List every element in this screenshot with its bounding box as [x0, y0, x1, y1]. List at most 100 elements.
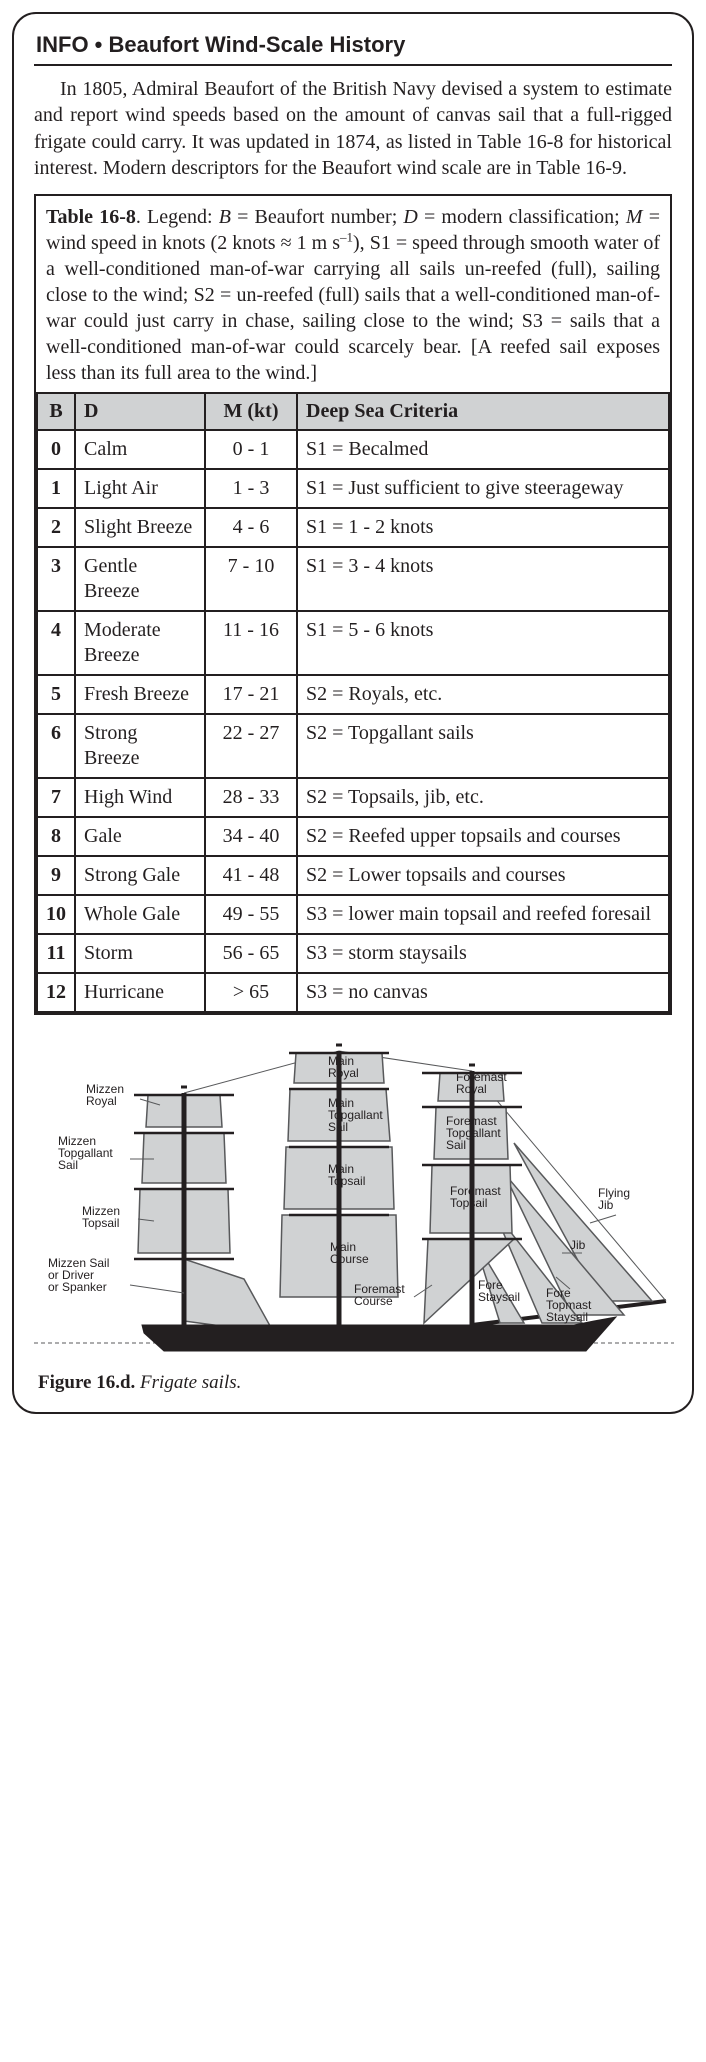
- table-cell: S2 = Topgallant sails: [297, 714, 669, 778]
- table-cell: 0 - 1: [205, 430, 297, 469]
- table-cell: 4: [37, 611, 75, 675]
- table-row: 0Calm0 - 1S1 = Becalmed: [37, 430, 669, 469]
- info-title: INFO • Beaufort Wind-Scale History: [36, 32, 405, 57]
- sail-label: or Spanker: [48, 1280, 107, 1294]
- table-cell: 17 - 21: [205, 675, 297, 714]
- table-cell: 22 - 27: [205, 714, 297, 778]
- mizzen-sail: [184, 1259, 274, 1333]
- table-cell: 5: [37, 675, 75, 714]
- table-header-row: B D M (kt) Deep Sea Criteria: [37, 393, 669, 430]
- table-cell: 12: [37, 973, 75, 1012]
- col-header-criteria: Deep Sea Criteria: [297, 393, 669, 430]
- table-cell: 2: [37, 508, 75, 547]
- table-row: 1Light Air1 - 3S1 = Just sufficient to g…: [37, 469, 669, 508]
- body-paragraph-text: In 1805, Admiral Beaufort of the British…: [34, 78, 672, 179]
- table-cell: Whole Gale: [75, 895, 205, 934]
- table-cell: S1 = Becalmed: [297, 430, 669, 469]
- info-title-bar: INFO • Beaufort Wind-Scale History: [34, 28, 672, 66]
- table-cell: S2 = Lower topsails and courses: [297, 856, 669, 895]
- table-cell: 9: [37, 856, 75, 895]
- table-cell: 3: [37, 547, 75, 611]
- table-cell: 1: [37, 469, 75, 508]
- table-cell: High Wind: [75, 778, 205, 817]
- table-cell: Strong Breeze: [75, 714, 205, 778]
- table-cell: S1 = 3 - 4 knots: [297, 547, 669, 611]
- table-cell: Strong Gale: [75, 856, 205, 895]
- col-header-M: M (kt): [205, 393, 297, 430]
- sail-label: Topsail: [82, 1216, 119, 1230]
- sail-label: Sail: [446, 1138, 466, 1152]
- table-cell: 7 - 10: [205, 547, 297, 611]
- table-16-8: Table 16-8. Legend: B = Beaufort number;…: [34, 194, 672, 1015]
- table-cell: Light Air: [75, 469, 205, 508]
- figure-caption: Figure 16.d. Frigate sails.: [34, 1370, 672, 1398]
- table-caption: Table 16-8. Legend: B = Beaufort number;…: [36, 196, 670, 392]
- table-cell: 11 - 16: [205, 611, 297, 675]
- table-cell: 49 - 55: [205, 895, 297, 934]
- sail-label: Royal: [328, 1066, 359, 1080]
- sail-label: Topsail: [328, 1174, 365, 1188]
- table-row: 7High Wind28 - 33S2 = Topsails, jib, etc…: [37, 778, 669, 817]
- sail-label: Royal: [456, 1082, 487, 1096]
- table-caption-label: Table 16-8: [46, 206, 136, 228]
- table-cell: 0: [37, 430, 75, 469]
- table-cell: 34 - 40: [205, 817, 297, 856]
- table-cell: Moderate Breeze: [75, 611, 205, 675]
- sail-label: Course: [330, 1252, 369, 1266]
- beaufort-table: B D M (kt) Deep Sea Criteria 0Calm0 - 1S…: [36, 392, 670, 1013]
- table-row: 12Hurricane> 65S3 = no canvas: [37, 973, 669, 1012]
- table-row: 9Strong Gale41 - 48S2 = Lower topsails a…: [37, 856, 669, 895]
- sail-label: Staysail: [546, 1310, 588, 1324]
- table-row: 4Moderate Breeze11 - 16S1 = 5 - 6 knots: [37, 611, 669, 675]
- table-cell: Storm: [75, 934, 205, 973]
- table-cell: 11: [37, 934, 75, 973]
- sail-label: Jib: [570, 1238, 586, 1252]
- table-cell: Calm: [75, 430, 205, 469]
- table-cell: S3 = storm staysails: [297, 934, 669, 973]
- sail-label: Topsail: [450, 1196, 487, 1210]
- info-box-frame: INFO • Beaufort Wind-Scale History In 18…: [12, 12, 694, 1414]
- sail-label: Royal: [86, 1094, 117, 1108]
- sail-label: Jib: [598, 1198, 614, 1212]
- table-cell: 56 - 65: [205, 934, 297, 973]
- sail-label: Staysail: [478, 1290, 520, 1304]
- table-cell: S1 = Just sufficient to give steerageway: [297, 469, 669, 508]
- table-cell: S3 = lower main topsail and reefed fores…: [297, 895, 669, 934]
- sail-label: Course: [354, 1294, 393, 1308]
- table-cell: S3 = no canvas: [297, 973, 669, 1012]
- table-cell: S2 = Topsails, jib, etc.: [297, 778, 669, 817]
- table-cell: S2 = Reefed upper topsails and courses: [297, 817, 669, 856]
- table-cell: 28 - 33: [205, 778, 297, 817]
- sail-label: Sail: [328, 1120, 348, 1134]
- table-cell: 7: [37, 778, 75, 817]
- table-row: 11Storm56 - 65S3 = storm staysails: [37, 934, 669, 973]
- table-cell: Gale: [75, 817, 205, 856]
- table-cell: 4 - 6: [205, 508, 297, 547]
- table-row: 2Slight Breeze4 - 6S1 = 1 - 2 knots: [37, 508, 669, 547]
- table-cell: 8: [37, 817, 75, 856]
- table-cell: Slight Breeze: [75, 508, 205, 547]
- col-header-D: D: [75, 393, 205, 430]
- table-cell: Hurricane: [75, 973, 205, 1012]
- figure-caption-text: Frigate sails.: [135, 1372, 241, 1393]
- table-cell: > 65: [205, 973, 297, 1012]
- table-row: 3Gentle Breeze7 - 10S1 = 3 - 4 knots: [37, 547, 669, 611]
- sail-label: Sail: [58, 1158, 78, 1172]
- body-paragraph: In 1805, Admiral Beaufort of the British…: [34, 76, 672, 182]
- table-cell: 6: [37, 714, 75, 778]
- table-row: 8Gale34 - 40S2 = Reefed upper topsails a…: [37, 817, 669, 856]
- table-cell: 1 - 3: [205, 469, 297, 508]
- table-cell: S1 = 5 - 6 knots: [297, 611, 669, 675]
- table-cell: 41 - 48: [205, 856, 297, 895]
- table-cell: Fresh Breeze: [75, 675, 205, 714]
- table-row: 10Whole Gale49 - 55S3 = lower main topsa…: [37, 895, 669, 934]
- table-cell: S1 = 1 - 2 knots: [297, 508, 669, 547]
- figure-caption-label: Figure 16.d.: [38, 1372, 135, 1393]
- table-cell: 10: [37, 895, 75, 934]
- table-cell: S2 = Royals, etc.: [297, 675, 669, 714]
- table-cell: Gentle Breeze: [75, 547, 205, 611]
- col-header-B: B: [37, 393, 75, 430]
- table-row: 6Strong Breeze22 - 27S2 = Topgallant sai…: [37, 714, 669, 778]
- frigate-diagram: MizzenRoyalMizzenTopgallantSailMizzenTop…: [34, 1027, 672, 1370]
- table-row: 5Fresh Breeze17 - 21S2 = Royals, etc.: [37, 675, 669, 714]
